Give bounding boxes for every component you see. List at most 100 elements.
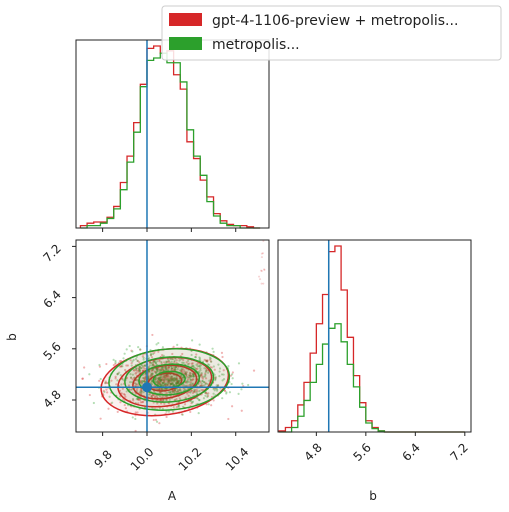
scatter-point (221, 379, 224, 382)
scatter-point (142, 376, 145, 380)
scatter-point (173, 359, 176, 363)
scatter-point (138, 369, 141, 372)
scatter-point (134, 368, 138, 371)
scatter-point (167, 381, 170, 384)
scatter-point (190, 374, 193, 378)
scatter-point (139, 398, 142, 402)
scatter-point (136, 411, 139, 414)
scatter-point (152, 393, 155, 396)
scatter-point (198, 399, 201, 402)
scatter-point (207, 403, 210, 406)
scatter-point (194, 355, 197, 359)
scatter-point (195, 368, 198, 371)
scatter-point (159, 379, 162, 382)
scatter-point (150, 356, 154, 359)
scatter-point (210, 360, 213, 363)
scatter-point (189, 391, 192, 394)
scatter-point (118, 360, 121, 363)
scatter-point (161, 382, 164, 385)
scatter-point (120, 392, 123, 395)
scatter-point (166, 383, 169, 387)
y-tick-label-5.6: 5.6 (40, 339, 63, 362)
scatter-point (188, 374, 191, 378)
scatter-point (203, 375, 207, 378)
scatter-point (172, 379, 176, 382)
scatter-point (170, 367, 173, 370)
outlier-point (263, 268, 266, 271)
scatter-point (178, 397, 181, 400)
scatter-point (116, 372, 119, 375)
scatter-point (137, 398, 140, 401)
scatter-point (114, 375, 117, 378)
scatter-point (165, 375, 168, 378)
scatter-point (191, 362, 194, 365)
scatter-point (180, 367, 183, 370)
scatter-point (177, 404, 180, 407)
scatter-point (191, 364, 194, 367)
scatter-point (161, 377, 165, 380)
scatter-point (212, 350, 215, 353)
scatter-point (180, 413, 184, 416)
scatter-point (157, 376, 160, 379)
scatter-point (175, 383, 178, 386)
scatter-point (230, 373, 234, 376)
scatter-point (159, 391, 162, 395)
scatter-point (170, 375, 174, 378)
scatter-point (165, 368, 168, 371)
scatter-point (198, 370, 201, 373)
scatter-point (164, 367, 167, 370)
scatter-point (163, 376, 166, 379)
scatter-point (173, 365, 176, 369)
scatter-point (196, 397, 199, 400)
scatter-point (164, 373, 167, 377)
x-tick-label-10.2: 10.2 (176, 445, 205, 474)
scatter-point (158, 369, 161, 373)
scatter-point (161, 384, 164, 387)
scatter-point (152, 364, 155, 367)
scatter-point (165, 361, 168, 364)
scatter-point (175, 382, 178, 385)
scatter-point (207, 363, 210, 366)
scatter-point (142, 356, 145, 359)
scatter-point (185, 381, 189, 384)
scatter-point (148, 361, 152, 364)
scatter-point (158, 360, 161, 363)
scatter-point (151, 362, 154, 365)
scatter-point (111, 401, 114, 404)
scatter-point (167, 373, 170, 376)
scatter-point (166, 375, 169, 379)
scatter-point (121, 387, 124, 390)
scatter-point (169, 390, 172, 394)
scatter-point (192, 366, 195, 369)
scatter-point (81, 377, 84, 380)
scatter-point (99, 417, 102, 420)
scatter-point (189, 381, 192, 384)
scatter-point (202, 397, 206, 400)
scatter-point (180, 370, 183, 373)
scatter-point (162, 381, 165, 384)
scatter-point (130, 362, 133, 365)
scatter-point (140, 392, 143, 395)
scatter-point (204, 382, 207, 385)
scatter-point (186, 363, 190, 366)
scatter-point (188, 383, 192, 386)
scatter-point (125, 390, 128, 393)
scatter-point (178, 359, 181, 362)
scatter-point (171, 381, 174, 385)
scatter-point (218, 375, 221, 378)
scatter-point (204, 382, 207, 385)
scatter-point (114, 377, 117, 380)
scatter-point (139, 387, 142, 391)
scatter-point (147, 357, 150, 360)
b-tick-label-7.2: 7.2 (447, 440, 470, 463)
scatter-point (135, 383, 138, 386)
scatter-point (240, 409, 243, 412)
scatter-point (166, 383, 169, 386)
scatter-point (173, 389, 176, 392)
scatter-point (165, 398, 169, 402)
joint-panel-frame (75, 239, 270, 433)
scatter-point (171, 357, 174, 361)
scatter-point (105, 388, 108, 391)
x-tick-label-10.0: 10.0 (128, 445, 157, 474)
scatter-point (165, 377, 168, 381)
